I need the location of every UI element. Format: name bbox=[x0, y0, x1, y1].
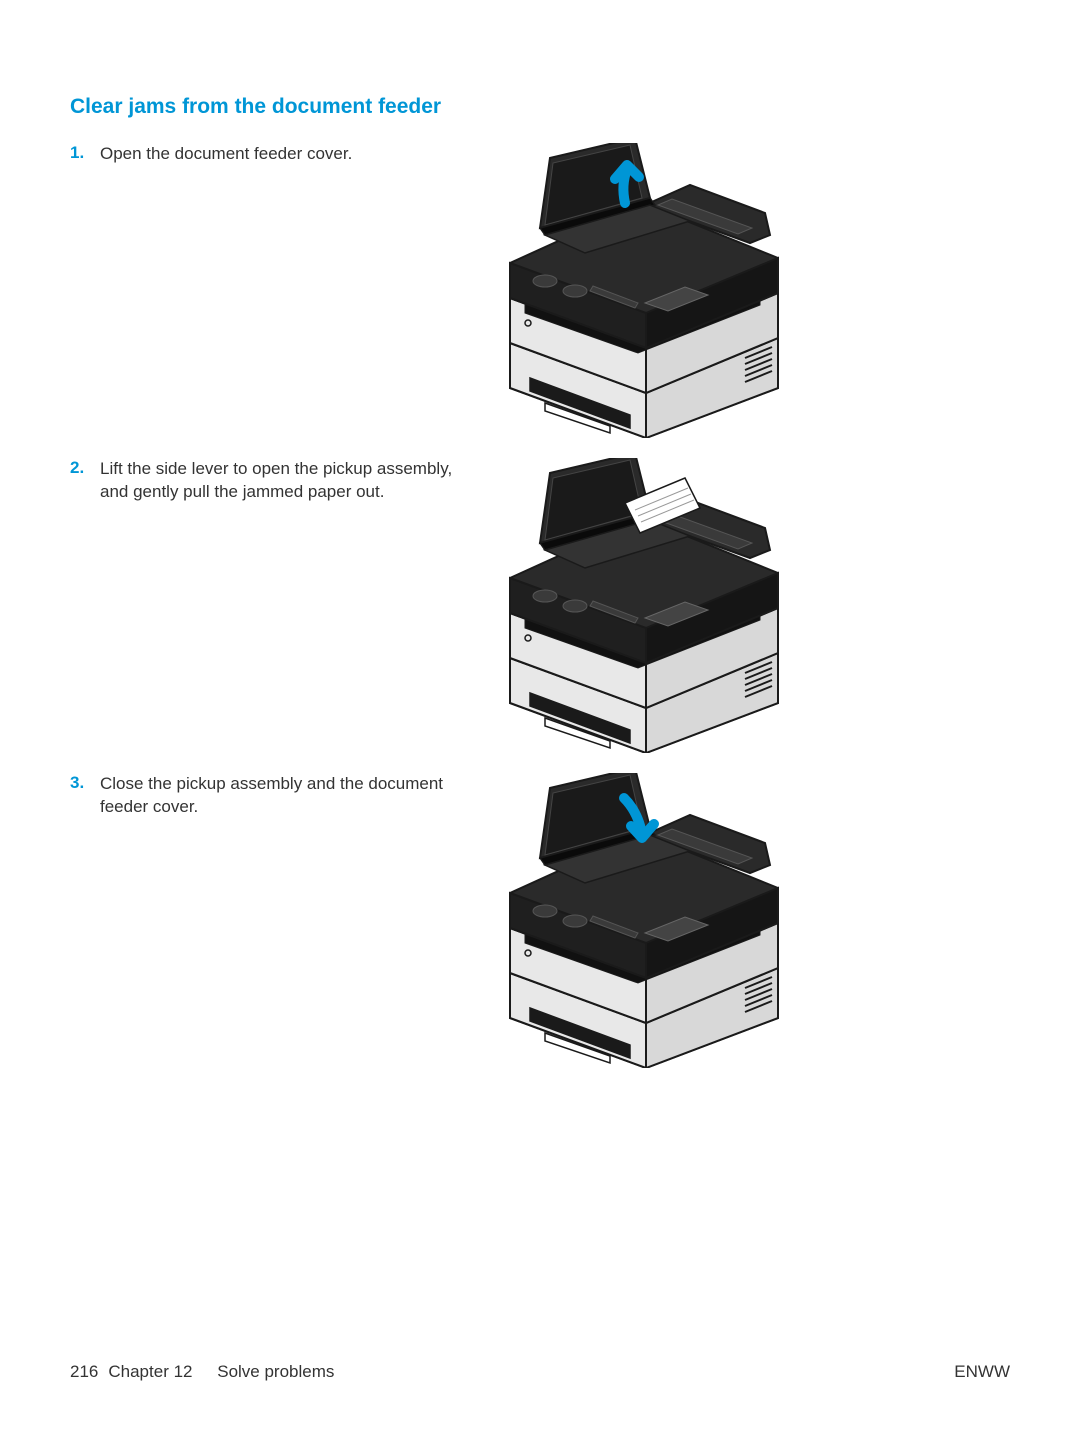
step-number: 1. bbox=[70, 143, 100, 163]
step-row: 2.Lift the side lever to open the pickup… bbox=[70, 458, 1010, 753]
step-row: 1.Open the document feeder cover. bbox=[70, 143, 1010, 438]
printer-illustration bbox=[490, 458, 795, 753]
footer-right: ENWW bbox=[954, 1362, 1010, 1382]
printer-illustration bbox=[490, 143, 795, 438]
page-number: 216 bbox=[70, 1362, 98, 1382]
printer-illustration bbox=[490, 773, 795, 1068]
chapter-title: Solve problems bbox=[217, 1362, 334, 1382]
step-number: 2. bbox=[70, 458, 100, 478]
page-footer: 216 Chapter 12 Solve problems ENWW bbox=[70, 1362, 1010, 1382]
step-number: 3. bbox=[70, 773, 100, 793]
step-row: 3.Close the pickup assembly and the docu… bbox=[70, 773, 1010, 1068]
step-text: Close the pickup assembly and the docume… bbox=[100, 773, 480, 819]
chapter-label: Chapter 12 bbox=[108, 1362, 192, 1382]
step-text: Open the document feeder cover. bbox=[100, 143, 480, 166]
section-heading: Clear jams from the document feeder bbox=[70, 95, 1010, 119]
step-text: Lift the side lever to open the pickup a… bbox=[100, 458, 480, 504]
